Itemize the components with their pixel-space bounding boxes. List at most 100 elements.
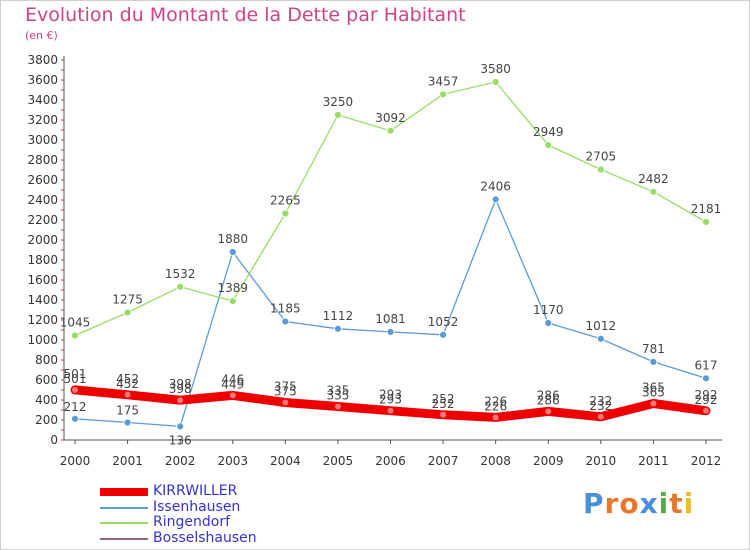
data-point-ringendorf (544, 141, 553, 150)
x-tick-label: 2008 (480, 454, 511, 468)
data-label-issenhausen: 2406 (480, 179, 511, 193)
data-point-issenhausen (386, 327, 395, 336)
data-point-issenhausen (702, 374, 710, 383)
logo-letter: P (583, 487, 605, 520)
data-label-kirrwiller: 226 (484, 394, 507, 408)
proxiti-logo: Proxiti (583, 487, 694, 520)
data-label-kirrwiller: 452 (116, 372, 139, 386)
y-tick-label: 3000 (27, 133, 58, 147)
logo-letter: i (658, 487, 670, 520)
x-tick-label: 2002 (165, 454, 196, 468)
data-label-bosselshausen: 449 (221, 377, 244, 391)
data-label-ringendorf: 2949 (533, 125, 564, 139)
data-point-ringendorf (386, 126, 395, 135)
data-point-kirrwiller (387, 407, 394, 414)
y-tick-label: 800 (35, 353, 58, 367)
data-label-ringendorf: 3250 (323, 95, 354, 109)
y-tick-label: 1400 (27, 293, 58, 307)
data-point-issenhausen (649, 357, 658, 366)
data-label-bosselshausen: 232 (589, 399, 612, 413)
data-point-ringendorf (596, 165, 605, 174)
x-tick-label: 2007 (428, 454, 459, 468)
data-label-kirrwiller: 365 (642, 381, 665, 395)
chart-title: Evolution du Montant de la Dette par Hab… (25, 4, 466, 26)
data-label-bosselshausen: 452 (116, 377, 139, 391)
data-label-bosselshausen: 375 (274, 385, 297, 399)
data-label-issenhausen: 1012 (586, 319, 617, 333)
data-label-issenhausen: 1081 (375, 312, 406, 326)
data-label-ringendorf: 2705 (586, 150, 617, 164)
data-label-kirrwiller: 252 (432, 392, 455, 406)
y-tick-label: 200 (35, 413, 58, 427)
y-tick-label: 1800 (27, 253, 58, 267)
data-point-kirrwiller (282, 399, 289, 406)
data-point-issenhausen (596, 334, 605, 343)
x-tick-label: 2005 (323, 454, 354, 468)
data-label-kirrwiller: 446 (221, 372, 244, 386)
data-point-ringendorf (334, 111, 342, 119)
legend-label-bosselshausen: Bosselshausen (153, 530, 257, 546)
data-label-issenhausen: 781 (642, 342, 665, 356)
data-label-kirrwiller: 335 (326, 384, 349, 398)
x-tick-label: 2004 (270, 454, 301, 468)
data-point-ringendorf (228, 297, 237, 306)
y-tick-label: 2200 (27, 213, 58, 227)
y-tick-label: 1000 (27, 333, 58, 347)
y-tick-label: 2400 (27, 193, 58, 207)
chart-subtitle: (en €) (25, 29, 58, 42)
data-label-issenhausen: 1052 (428, 315, 459, 329)
data-point-ringendorf (71, 331, 79, 340)
y-tick-label: 3200 (27, 113, 58, 127)
data-label-ringendorf: 1275 (112, 293, 143, 307)
legend-label-kirrwiller: KIRRWILLER (153, 483, 238, 499)
chart-series-layer (70, 78, 711, 431)
data-point-kirrwiller (334, 403, 341, 410)
data-label-issenhausen: 136 (169, 433, 192, 447)
y-tick-label: 3800 (27, 53, 58, 67)
data-point-ringendorf (491, 78, 500, 86)
y-tick-label: 2000 (27, 233, 58, 247)
data-point-issenhausen (334, 324, 342, 333)
y-tick-label: 600 (35, 373, 58, 387)
legend-swatch-kirrwiller (100, 488, 148, 496)
data-label-issenhausen: 1880 (217, 232, 248, 246)
x-tick-label: 2001 (112, 454, 143, 468)
data-label-bosselshausen: 292 (695, 393, 718, 407)
data-label-ringendorf: 2482 (638, 172, 669, 186)
data-label-kirrwiller: 375 (274, 380, 297, 394)
data-label-issenhausen: 617 (695, 358, 718, 372)
x-tick-label: 2000 (60, 454, 91, 468)
y-tick-label: 1200 (27, 313, 58, 327)
data-point-kirrwiller (177, 397, 184, 404)
legend-swatch-ringendorf (100, 522, 148, 524)
data-label-ringendorf: 3457 (428, 74, 459, 88)
y-tick-label: 3600 (27, 73, 58, 87)
data-label-issenhausen: 212 (64, 400, 87, 414)
data-label-ringendorf: 2181 (691, 202, 722, 216)
x-tick-label: 2011 (638, 454, 669, 468)
x-tick-label: 2010 (586, 454, 617, 468)
y-tick-label: 2600 (27, 173, 58, 187)
legend-swatch-issenhausen (100, 507, 148, 509)
data-point-ringendorf (649, 187, 658, 196)
chart-axes: 0 200 400 600 800 1000 1200 1400 1600 1800 2000 220… (27, 53, 722, 468)
data-label-ringendorf: 1045 (60, 316, 91, 330)
logo-letter: o (619, 487, 640, 520)
data-point-ringendorf (702, 217, 710, 226)
data-label-bosselshausen: 293 (379, 393, 402, 407)
data-label-kirrwiller: 292 (695, 388, 718, 402)
y-tick-label: 2800 (27, 153, 58, 167)
data-label-ringendorf: 3580 (480, 62, 511, 76)
y-tick-label: 3400 (27, 93, 58, 107)
data-label-kirrwiller: 286 (537, 388, 560, 402)
data-point-kirrwiller (703, 407, 709, 414)
data-label-kirrwiller: 501 (64, 367, 87, 381)
data-point-kirrwiller (545, 408, 552, 415)
data-label-ringendorf: 1532 (165, 267, 196, 281)
data-label-kirrwiller: 232 (589, 394, 612, 408)
data-label-bosselshausen: 501 (64, 372, 87, 386)
x-tick-label: 2006 (375, 454, 406, 468)
